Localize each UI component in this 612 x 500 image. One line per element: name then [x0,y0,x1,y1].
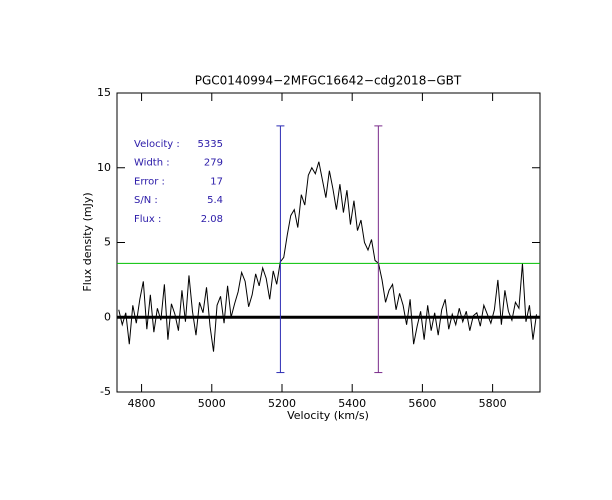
x-tick-label: 5600 [408,397,436,410]
y-tick-label: 10 [97,161,111,174]
y-tick-label: 5 [104,236,111,249]
x-tick-label: 4800 [128,397,156,410]
annotation-value: 279 [204,158,223,169]
annotation-label: Width : [134,158,170,169]
x-tick-label: 5400 [338,397,366,410]
plot-frame [116,92,541,393]
annotation-label: Velocity : [134,139,180,150]
annotation-value: 17 [210,176,223,187]
x-tick-label: 5200 [268,397,296,410]
y-axis-label: Flux density (mJy) [81,192,94,291]
spectrum-line [118,161,537,352]
y-tick-label: -5 [100,385,111,398]
annotation-label: Flux : [134,214,161,225]
y-tick-label: 0 [104,310,111,323]
annotation-value: 5335 [198,139,223,150]
chart-title: PGC0140994−2MFGC16642−cdg2018−GBT [195,74,462,88]
annotation-label: Error : [134,176,165,187]
x-tick-label: 5000 [198,397,226,410]
x-axis-label: Velocity (km/s) [287,409,369,422]
y-tick-label: 15 [97,86,111,99]
x-tick-label: 5800 [479,397,507,410]
annotation-label: S/N : [134,195,158,206]
annotation-value: 5.4 [207,195,223,206]
annotation-value: 2.08 [201,214,223,225]
